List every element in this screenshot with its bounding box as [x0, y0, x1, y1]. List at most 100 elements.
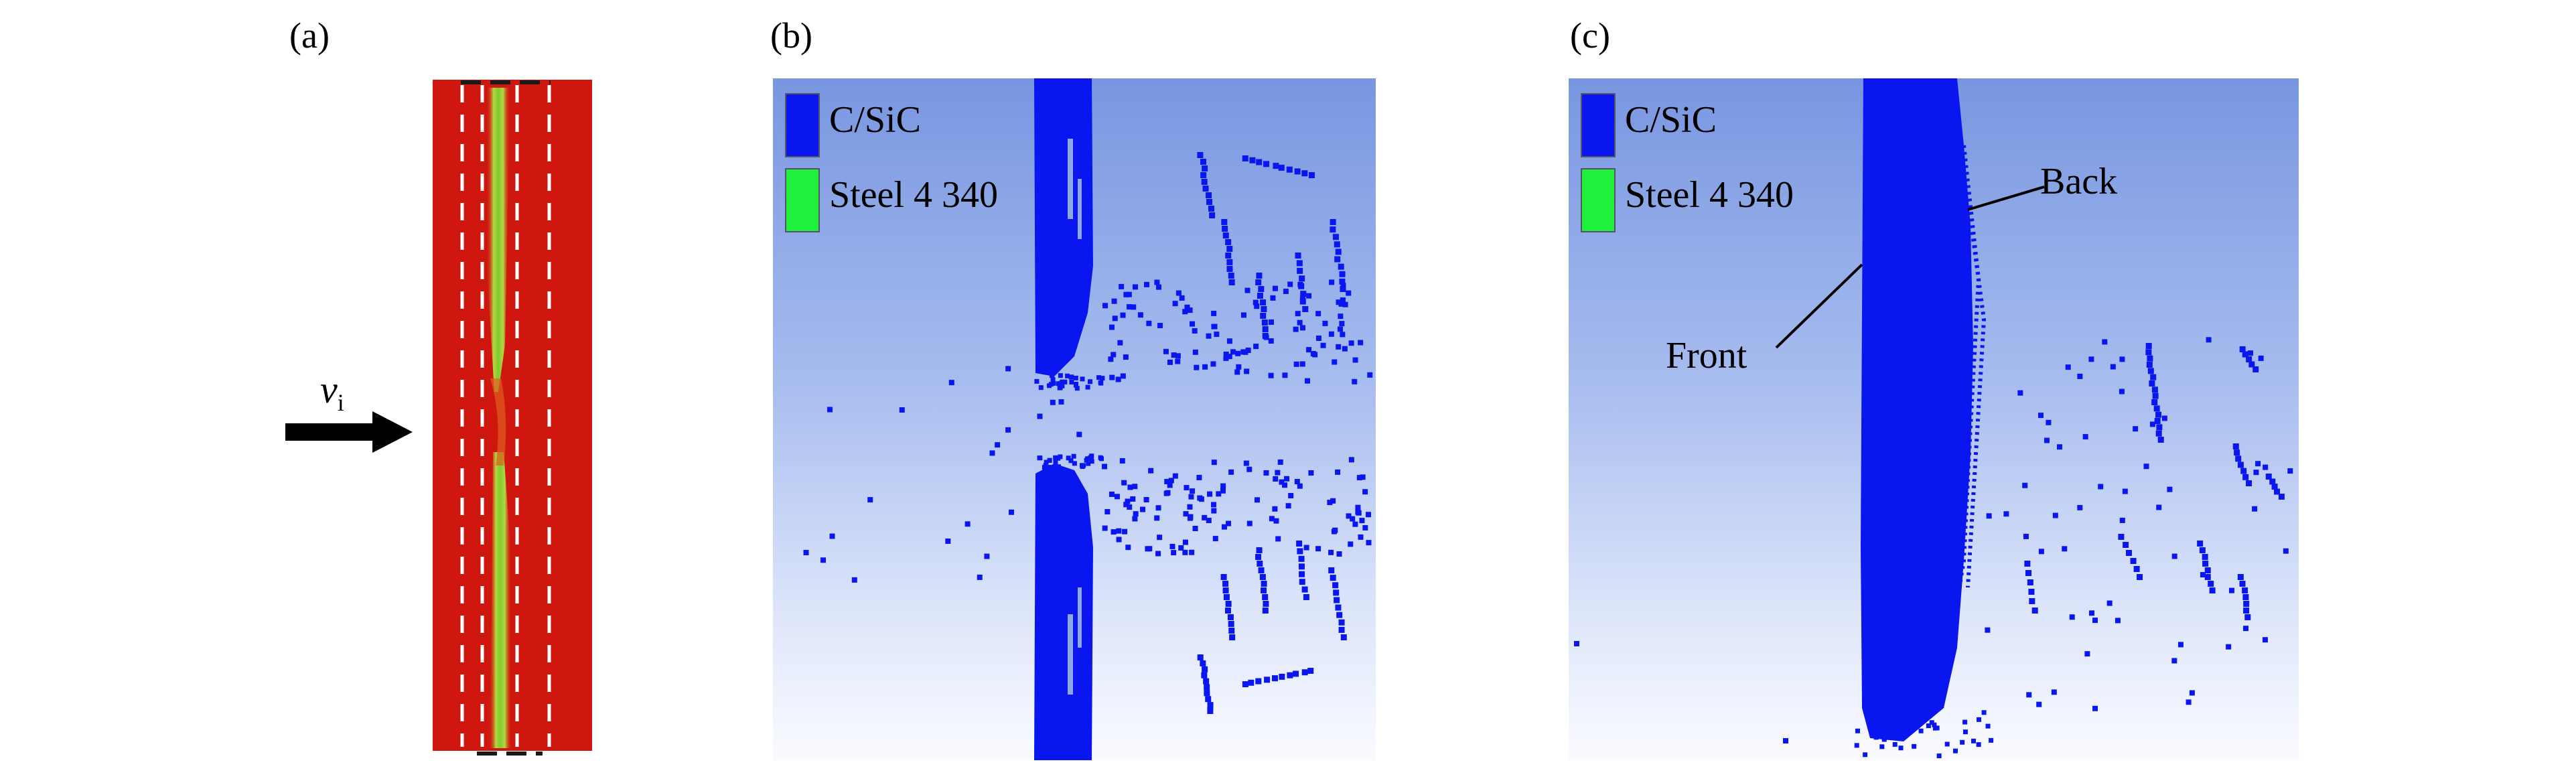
debris-particle: [1228, 279, 1235, 285]
debris-particle: [2234, 449, 2240, 456]
debris-particle: [1279, 673, 1285, 680]
debris-particle: [1912, 743, 1917, 749]
debris-particle: [1367, 372, 1373, 378]
lower-fracture-band: [489, 452, 512, 748]
debris-particle: [1226, 246, 1233, 252]
debris-particle: [1146, 320, 1152, 326]
debris-particle: [2031, 608, 2038, 614]
legend-label-csic: C/SiC: [829, 99, 921, 141]
debris-particle: [1287, 672, 1293, 679]
debris-particle: [1064, 576, 1070, 582]
upper-fracture-band: [486, 88, 510, 392]
debris-particle: [1855, 728, 1860, 733]
debris-particle: [1308, 172, 1315, 178]
debris-particle: [1035, 591, 1042, 597]
legend-label-steel: Steel 4 340: [1625, 174, 1794, 216]
debris-particle: [1187, 515, 1193, 521]
debris-particle: [1298, 555, 1305, 562]
debris-particle: [1253, 299, 1259, 305]
debris-particle: [2130, 558, 2137, 564]
debris-particle: [1211, 459, 1217, 466]
debris-particle: [1111, 298, 1117, 304]
debris-particle: [2026, 692, 2032, 698]
debris-particle: [829, 533, 835, 539]
debris-particle: [1050, 376, 1056, 382]
debris-particle: [1303, 545, 1309, 551]
debris-particle: [1127, 304, 1133, 310]
debris-particle: [1303, 594, 1309, 600]
debris-particle: [1929, 720, 1934, 725]
debris-particle: [1268, 338, 1274, 344]
debris-particle: [1342, 346, 1348, 352]
debris-particle: [1210, 502, 1216, 508]
debris-particle: [1256, 273, 1263, 279]
debris-particle: [1050, 399, 1056, 405]
debris-particle: [1167, 359, 1173, 365]
debris-particle: [1112, 315, 1118, 322]
debris-particle: [1244, 287, 1250, 293]
upper-plate-fragment: [1034, 78, 1093, 376]
debris-particle: [1216, 491, 1222, 497]
debris-particle: [1056, 357, 1062, 363]
debris-particles: [803, 152, 1373, 714]
debris-particle: [1356, 475, 1362, 481]
debris-particle: [827, 407, 833, 413]
debris-particle: [2253, 470, 2259, 476]
debris-particle: [1058, 373, 1063, 378]
debris-particle: [2077, 373, 2083, 379]
debris-particle: [1056, 455, 1061, 461]
debris-particle: [1910, 717, 1916, 722]
debris-particle: [1338, 326, 1344, 332]
debris-particle: [2038, 549, 2044, 555]
debris-particle: [1883, 732, 1888, 737]
debris-particle: [2171, 553, 2177, 559]
debris-particle: [2092, 618, 2098, 624]
debris-particle: [1259, 574, 1266, 580]
debris-particle: [1221, 524, 1227, 530]
debris-particle: [1962, 719, 1968, 725]
debris-particle: [1262, 326, 1269, 332]
debris-particle: [1104, 509, 1111, 515]
back-label: Back: [2040, 161, 2118, 202]
debris-particle: [1253, 344, 1259, 350]
debris-particle: [1126, 291, 1132, 297]
debris-particle: [1202, 165, 1208, 171]
debris-particle: [1206, 518, 1212, 524]
debris-particle: [1037, 455, 1043, 461]
debris-particle: [1881, 737, 1887, 742]
debris-particle: [2133, 566, 2140, 572]
legend-b: C/SiC Steel 4 340: [785, 93, 1053, 247]
debris-particle: [1009, 509, 1015, 515]
debris-particle: [1283, 288, 1289, 294]
panel-c-particles: [1574, 78, 2293, 758]
debris-particle: [1285, 503, 1291, 509]
debris-particle: [2150, 374, 2157, 380]
debris-particle: [1301, 586, 1308, 593]
debris-particle: [2239, 581, 2246, 587]
debris-particle: [1067, 588, 1073, 594]
debris-particle: [1335, 604, 1342, 611]
debris-particle: [2046, 419, 2052, 425]
debris-particle: [2137, 574, 2143, 580]
debris-particle: [2051, 689, 2057, 695]
debris-particle: [1336, 551, 1342, 557]
debris-particle: [820, 557, 827, 563]
debris-particle: [1197, 495, 1203, 501]
debris-particle: [1060, 383, 1065, 388]
debris-particle: [1922, 713, 1927, 719]
debris-particle: [1182, 309, 1188, 315]
debris-particle: [2118, 534, 2125, 540]
debris-particle: [2200, 572, 2206, 578]
debris-particle: [2147, 368, 2154, 374]
debris-particle: [1261, 306, 1267, 312]
plate-bulk: [1861, 78, 1973, 741]
debris-particle: [1084, 457, 1089, 463]
debris-particle: [1340, 634, 1347, 640]
debris-particle: [1952, 748, 1958, 754]
debris-particle: [2119, 388, 2125, 395]
debris-particle: [1281, 482, 1287, 488]
debris-particle: [2017, 390, 2023, 396]
debris-particle: [1172, 301, 1178, 307]
debris-particle: [2024, 561, 2031, 567]
debris-particle: [1346, 513, 1352, 519]
